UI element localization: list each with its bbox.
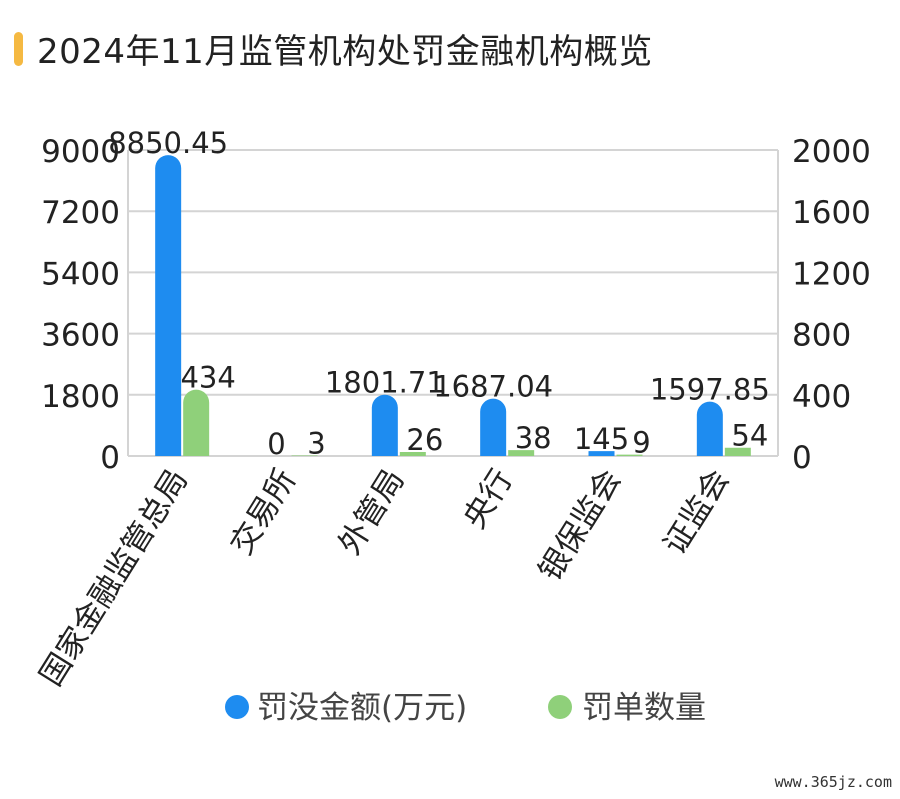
data-label-fine-amount: 8850.45 (108, 126, 228, 160)
title-bar: 2024年11月监管机构处罚金融机构概览 (14, 24, 653, 73)
data-label-penalty-count: 38 (515, 421, 552, 455)
y-right-tick-label: 2000 (792, 134, 871, 170)
x-category-label: 央行 (457, 463, 520, 535)
y-left-tick-label: 0 (100, 440, 120, 476)
data-label-penalty-count: 26 (406, 423, 443, 457)
bar-penalty-count (399, 452, 426, 456)
bar-fine-amount (588, 451, 615, 456)
bar-fine-amount (480, 398, 507, 456)
data-label-fine-amount: 1801.71 (325, 366, 445, 400)
data-label-fine-amount: 145 (574, 422, 629, 456)
data-label-penalty-count: 3 (307, 427, 325, 461)
title-accent-bar (14, 31, 23, 66)
y-right-tick-label: 1200 (792, 256, 871, 292)
y-left-tick-label: 1800 (41, 379, 120, 415)
data-label-fine-amount: 0 (267, 427, 285, 461)
bar-fine-amount (371, 394, 398, 456)
chart-title: 2024年11月监管机构处罚金融机构概览 (37, 32, 653, 72)
x-category-label: 交易所 (223, 463, 303, 561)
bar-fine-amount (155, 155, 182, 456)
legend-label-penalty-count: 罚单数量 (582, 690, 706, 726)
x-category-label: 证监会 (657, 463, 737, 561)
data-label-penalty-count: 54 (731, 419, 768, 453)
data-label-fine-amount: 1687.04 (433, 370, 553, 404)
x-category-label: 国家金融监管总局 (33, 463, 195, 692)
bar-penalty-count (616, 454, 643, 456)
data-label-fine-amount: 1597.85 (650, 373, 770, 407)
bar-penalty-count (183, 389, 210, 456)
x-category-label: 外管局 (332, 463, 412, 561)
bar-penalty-count (508, 450, 535, 456)
y-left-tick-label: 7200 (41, 195, 120, 231)
legend-swatch-fine-amount (225, 695, 249, 719)
y-right-tick-label: 0 (792, 440, 812, 476)
y-right-tick-label: 800 (792, 318, 851, 354)
y-right-tick-label: 1600 (792, 195, 871, 231)
legend-label-fine-amount: 罚没金额(万元) (257, 690, 467, 726)
legend-swatch-penalty-count (548, 695, 572, 719)
bar-fine-amount (696, 401, 723, 456)
y-left-tick-label: 3600 (41, 318, 120, 354)
x-category-label: 银保监会 (532, 463, 628, 587)
data-label-penalty-count: 434 (180, 361, 235, 395)
bar-penalty-count (724, 447, 751, 456)
y-left-tick-label: 5400 (41, 256, 120, 292)
data-label-penalty-count: 9 (632, 426, 650, 460)
y-right-tick-label: 400 (792, 379, 851, 415)
y-left-tick-label: 9000 (41, 134, 120, 170)
watermark: www.365jz.com (774, 773, 892, 791)
